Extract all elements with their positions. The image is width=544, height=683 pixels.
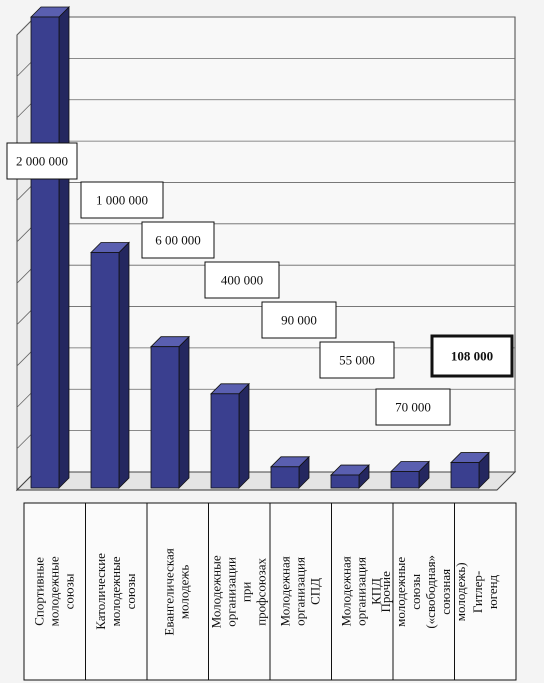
bar: [270, 455, 310, 489]
data-label-text: 108 000: [451, 349, 493, 364]
category-cell: Спортивные молодежные союзы: [24, 503, 86, 680]
bar: [90, 241, 130, 489]
category-cell: Католические молодежные союзы: [86, 503, 148, 680]
category-cell: Молодежная организация СПД: [270, 503, 332, 680]
data-label-text: 2 000 000: [16, 154, 68, 169]
category-label: Молодежная организация СПД: [277, 556, 323, 627]
bar: [330, 464, 370, 489]
category-cell: Евангелическая молодежь: [147, 503, 209, 680]
data-label-text: 90 000: [281, 313, 317, 328]
category-label: Католические молодежные союзы: [92, 553, 138, 630]
bars: [30, 6, 490, 489]
data-labels: 2 000 000 1 000 000 6 00 000 400 000 90 000 5…: [6, 142, 514, 426]
bar: [30, 6, 70, 489]
category-label: Евангелическая молодежь: [161, 547, 192, 636]
data-label-text: 70 000: [395, 400, 431, 415]
category-cell: Прочие молодежные союзы («свободная» сою…: [378, 503, 468, 680]
category-label: Гитлер-югенд: [469, 570, 500, 613]
category-label: Спортивные молодежные союзы: [31, 556, 77, 627]
bar: [450, 451, 490, 489]
data-label: 6 00 000: [141, 221, 215, 259]
bar: [390, 460, 430, 489]
data-label-text: 1 000 000: [96, 193, 148, 208]
data-label-text: 400 000: [221, 273, 263, 288]
data-label: 70 000: [375, 388, 451, 426]
category-cell: Гитлер-югенд: [455, 503, 517, 680]
data-label: 90 000: [261, 301, 337, 339]
category-cell: Молодежные организации при профсоюзах: [208, 503, 271, 680]
category-label: Молодежные организации при профсоюзах: [208, 554, 269, 629]
data-label: 1 000 000: [80, 181, 164, 219]
bar: [210, 382, 250, 489]
data-label: 55 000: [319, 341, 395, 379]
data-label: 400 000: [204, 261, 280, 299]
data-label-text: 6 00 000: [155, 233, 201, 248]
data-label: 108 000: [430, 334, 514, 378]
data-label: 2 000 000: [6, 142, 78, 180]
data-label-text: 55 000: [339, 353, 375, 368]
bar: [150, 335, 190, 489]
